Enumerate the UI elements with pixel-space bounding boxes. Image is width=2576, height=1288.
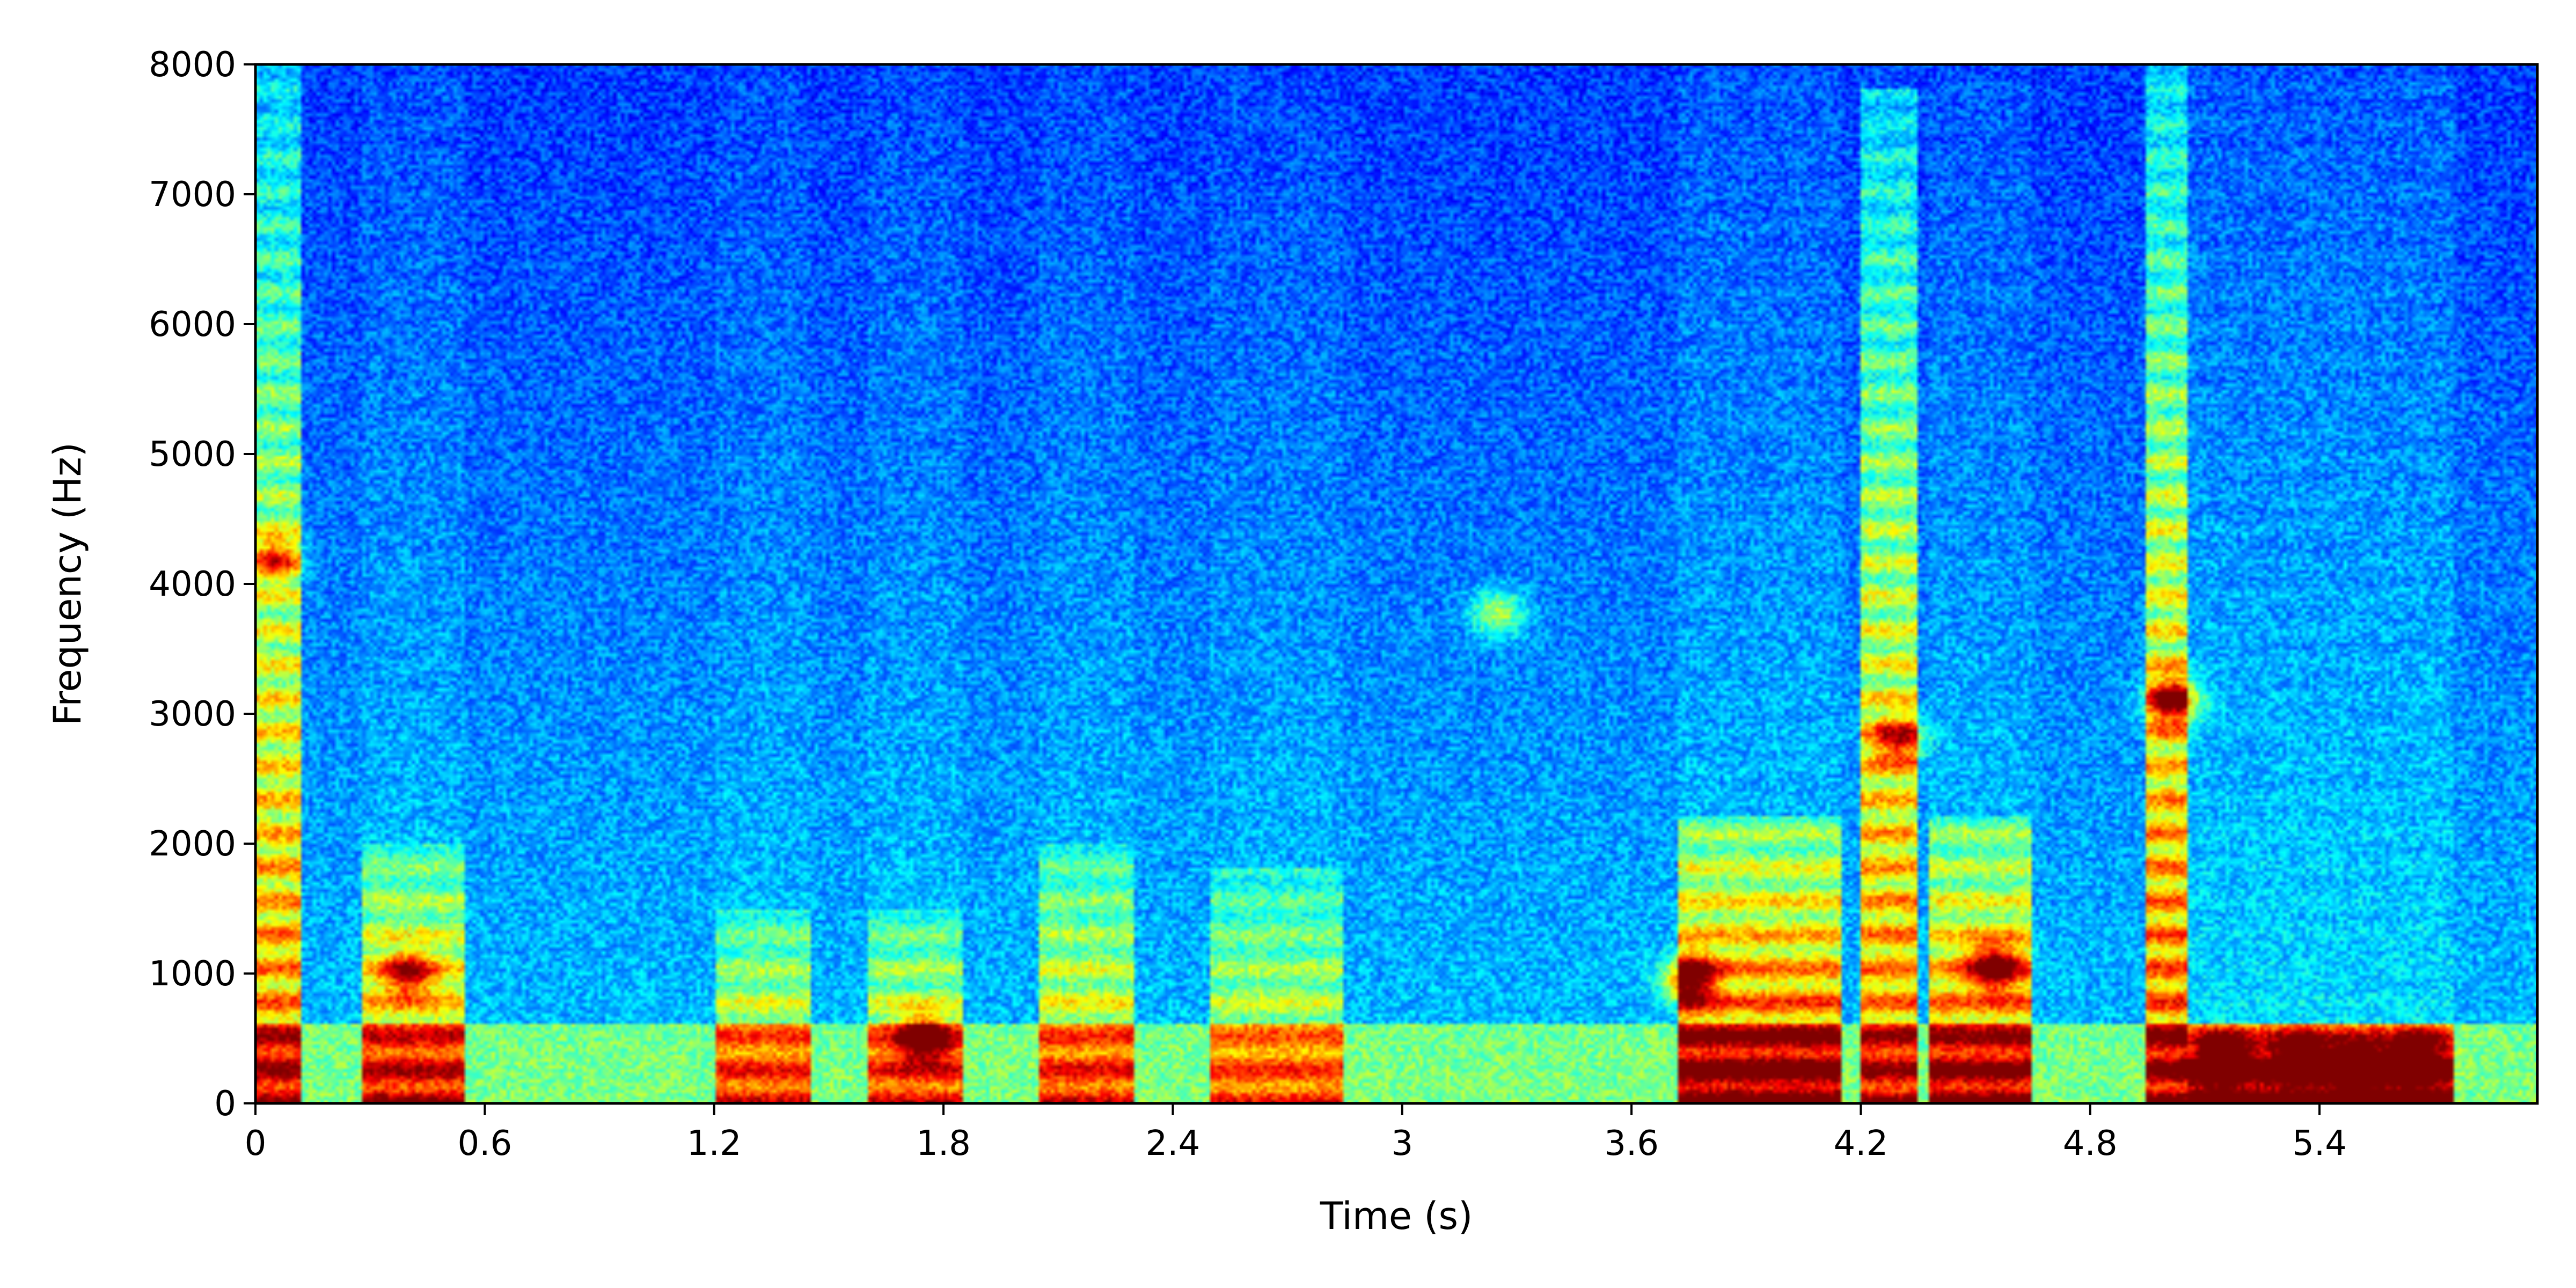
y-tick-label: 1000	[149, 954, 236, 994]
y-tick-label: 6000	[149, 305, 236, 345]
x-tick-label: 0.6	[457, 1124, 512, 1163]
y-tick-label: 8000	[149, 45, 236, 85]
x-tick-label: 3.6	[1604, 1124, 1659, 1163]
x-tick-label: 1.8	[916, 1124, 971, 1163]
y-tick-label: 4000	[149, 565, 236, 604]
y-tick-label: 5000	[149, 435, 236, 474]
spectrogram-heatmap	[255, 64, 2537, 1103]
x-tick-label: 4.2	[1833, 1124, 1888, 1163]
x-tick-label: 2.4	[1145, 1124, 1200, 1163]
x-tick-label: 5.4	[2292, 1124, 2347, 1163]
x-tick-label: 3	[1391, 1124, 1413, 1163]
x-axis-label: Time (s)	[1320, 1194, 1473, 1238]
y-tick-label: 0	[214, 1084, 236, 1124]
x-tick-label: 4.8	[2063, 1124, 2118, 1163]
y-tick-label: 3000	[149, 694, 236, 734]
y-tick-label: 7000	[149, 175, 236, 215]
x-tick-label: 0	[245, 1124, 267, 1163]
x-tick-label: 1.2	[687, 1124, 742, 1163]
y-axis-ticks: 0 1000 2000 3000 4000 5000 6000 7000 8000	[149, 45, 255, 1124]
x-axis-ticks: 0 0.6 1.2 1.8 2.4 3 3.6 4.2 4.8 5.4	[245, 1103, 2347, 1163]
y-tick-label: 2000	[149, 824, 236, 864]
y-axis-label: Frequency (Hz)	[46, 442, 90, 726]
